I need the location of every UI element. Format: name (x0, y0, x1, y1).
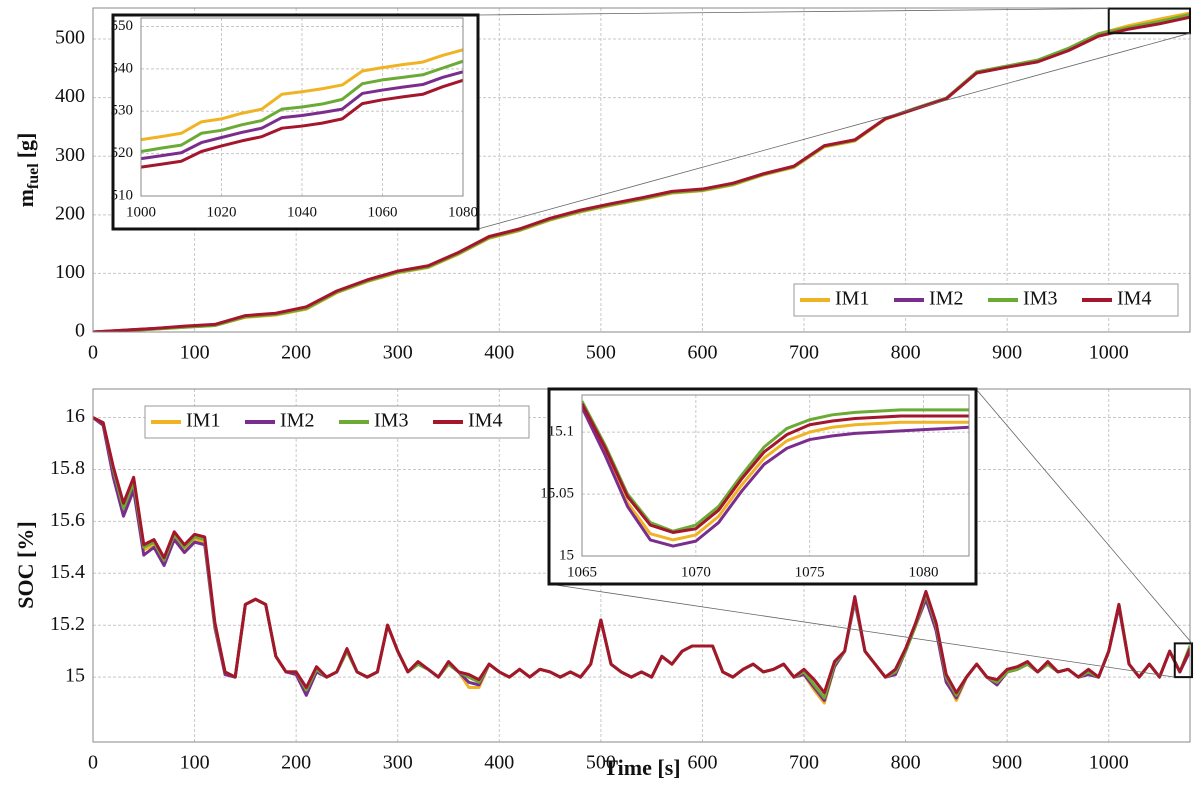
x-tick-label: 100 (180, 342, 210, 364)
x-tick-label: 1040 (287, 204, 317, 220)
x-tick-label: 1060 (368, 204, 398, 220)
x-tick-label: 900 (992, 752, 1022, 774)
x-tick-label: 800 (891, 752, 921, 774)
plot-border (581, 394, 970, 557)
x-tick-label: 700 (789, 752, 819, 774)
series-line (582, 400, 969, 533)
zoom-region (1173, 642, 1194, 679)
x-tick-label: 1000 (126, 204, 156, 220)
series-line (141, 59, 463, 153)
series-line (582, 406, 969, 548)
x-tick-label: 0 (88, 752, 98, 774)
zoom-connector (548, 583, 1175, 678)
x-tick-label: 100 (180, 752, 210, 774)
zoom-region (1107, 7, 1191, 35)
x-tick-label: 300 (383, 752, 413, 774)
x-tick-label: 300 (383, 342, 413, 364)
y-tick-label: 15.05 (540, 486, 574, 502)
y-label-subscript: fuel (25, 163, 42, 189)
y-tick-label: 0 (75, 320, 85, 342)
y-tick-label: 540 (111, 60, 134, 76)
legend-label: IM4 (1117, 288, 1151, 310)
y-tick-label: 520 (111, 145, 134, 161)
x-tick-label: 500 (586, 342, 616, 364)
x-tick-label: 1000 (1089, 342, 1129, 364)
y-tick-label: 300 (55, 144, 85, 166)
x-tick-label: 1080 (908, 564, 938, 580)
y-tick-label: 16 (65, 405, 85, 427)
x-tick-label: 600 (687, 752, 717, 774)
x-tick-label: 1065 (567, 564, 597, 580)
y-tick-label: 15.2 (50, 613, 85, 635)
x-tick-label: 1070 (681, 564, 711, 580)
legend-label: IM2 (280, 410, 314, 432)
legend-label: IM3 (374, 410, 408, 432)
x-tick-label: 400 (484, 342, 514, 364)
y-tick-label: 400 (55, 85, 85, 107)
x-axis-label: Time [s] (603, 755, 680, 780)
series-line (93, 416, 1190, 695)
x-tick-label: 600 (687, 342, 717, 364)
y-label-main: m (13, 189, 38, 207)
y-tick-label: 15 (65, 665, 85, 687)
x-tick-label: 800 (891, 342, 921, 364)
zoom-connector (477, 8, 1109, 16)
series-line (582, 402, 969, 534)
plot-border (140, 17, 464, 197)
x-tick-label: 1075 (795, 564, 825, 580)
legend-label: IM1 (186, 410, 220, 432)
x-tick-label: 200 (281, 752, 311, 774)
y-tick-label: 500 (55, 27, 85, 49)
y-tick-label: 530 (111, 103, 134, 119)
y-tick-label: 15.6 (50, 509, 85, 531)
series-line (93, 15, 1190, 332)
x-tick-label: 900 (992, 342, 1022, 364)
y-axis-label: mfuel [g] (13, 133, 42, 208)
series-line (582, 406, 969, 542)
legend-box (793, 283, 1179, 317)
legend-label: IM4 (468, 410, 502, 432)
y-tick-label: 100 (55, 261, 85, 283)
y-label-unit: [g] (13, 133, 38, 159)
series-line (141, 70, 463, 161)
x-tick-label: 700 (789, 342, 819, 364)
x-tick-label: 500 (586, 752, 616, 774)
y-tick-label: 510 (111, 187, 134, 203)
y-tick-label: 15.4 (50, 561, 85, 583)
y-tick-label: 15.1 (548, 424, 574, 440)
x-tick-label: 1000 (1089, 752, 1129, 774)
x-tick-label: 0 (88, 342, 98, 364)
y-axis-label: SOC [%] (13, 521, 38, 608)
y-tick-label: 200 (55, 202, 85, 224)
series-line (141, 48, 463, 142)
plot-area (582, 395, 969, 556)
legend-label: IM3 (1023, 288, 1057, 310)
x-tick-label: 200 (281, 342, 311, 364)
y-tick-label: 15 (559, 547, 574, 563)
legend-label: IM2 (929, 288, 963, 310)
legend-box (144, 405, 530, 439)
plot-border (92, 7, 1191, 333)
y-tick-label: 15.8 (50, 457, 85, 479)
zoom-connector (975, 388, 1193, 644)
series-line (141, 78, 463, 169)
y-tick-label: 550 (111, 18, 134, 34)
x-tick-label: 1080 (448, 204, 478, 220)
zoom-connector (477, 32, 1191, 230)
legend-label: IM1 (835, 288, 869, 310)
x-tick-label: 400 (484, 752, 514, 774)
x-tick-label: 1020 (207, 204, 237, 220)
